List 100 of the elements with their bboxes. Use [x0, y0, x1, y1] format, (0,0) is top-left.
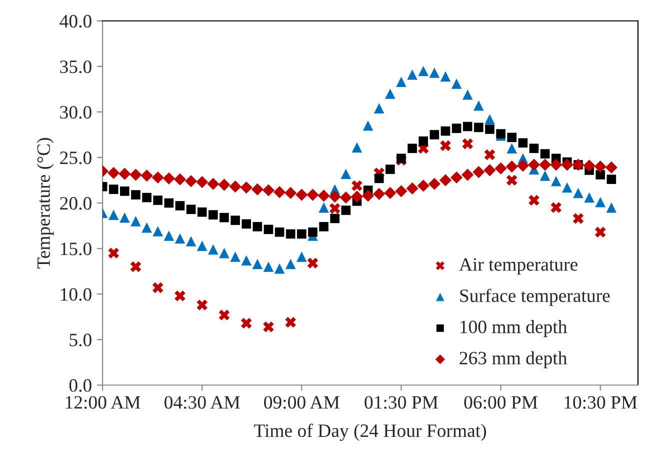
point: [108, 166, 120, 180]
point: [484, 149, 496, 160]
point: [516, 160, 529, 172]
point: [263, 321, 274, 332]
point: [329, 203, 340, 214]
legend-label: Air temperature: [459, 258, 578, 275]
y-axis-title: Temperature (°C): [36, 138, 54, 268]
point: [474, 122, 484, 132]
legend-label: 100 mm depth: [460, 320, 567, 338]
point: [362, 190, 374, 202]
point: [374, 103, 384, 114]
point: [140, 170, 153, 182]
point: [408, 144, 417, 154]
point: [284, 186, 297, 200]
point: [252, 258, 263, 270]
point: [506, 160, 518, 173]
point: [330, 214, 340, 224]
point: [130, 216, 141, 226]
point: [318, 202, 329, 213]
point: [428, 178, 440, 190]
point: [440, 71, 451, 82]
point: [584, 192, 594, 203]
point: [251, 183, 264, 196]
point: [108, 184, 118, 194]
point: [485, 124, 494, 134]
point: [328, 190, 341, 203]
point: [396, 154, 406, 164]
point: [318, 190, 330, 202]
point: [462, 122, 472, 132]
point: [285, 258, 296, 270]
point: [528, 158, 540, 171]
point: [384, 186, 396, 200]
point: [108, 248, 119, 258]
point: [373, 188, 386, 200]
point: [341, 206, 351, 215]
point: [430, 130, 440, 140]
point: [240, 181, 252, 194]
point: [285, 316, 296, 328]
point: [572, 213, 584, 224]
point: [174, 233, 186, 244]
point: [529, 144, 539, 154]
point: [296, 188, 308, 201]
point: [219, 248, 230, 258]
point: [152, 282, 164, 294]
point: [175, 201, 185, 210]
point: [440, 140, 451, 152]
point: [462, 168, 474, 181]
point: [395, 185, 408, 198]
legend-label: 263 mm depth: [460, 351, 567, 368]
point: [462, 89, 473, 100]
point: [120, 212, 130, 223]
point: [352, 180, 362, 192]
point: [561, 158, 574, 171]
point: [417, 180, 430, 192]
point: [152, 171, 164, 184]
point: [562, 182, 572, 193]
point: [197, 207, 207, 217]
point: [596, 170, 606, 180]
point: [407, 69, 418, 80]
point: [162, 172, 175, 184]
point: [274, 227, 284, 237]
point: [174, 290, 186, 302]
point: [164, 198, 174, 208]
point: [230, 252, 240, 262]
point: [550, 158, 562, 171]
point: [340, 191, 352, 204]
point: [174, 173, 186, 186]
point: [184, 175, 198, 188]
point: [196, 240, 208, 251]
x-tick-label: 06:00 PM: [464, 396, 538, 409]
point: [241, 255, 252, 266]
point: [153, 196, 163, 205]
point: [583, 160, 596, 172]
x-tick-label: 04:30 AM: [164, 396, 240, 409]
point: [496, 129, 506, 138]
point: [142, 192, 152, 202]
point: [595, 196, 606, 208]
point: [340, 168, 352, 180]
point: [418, 136, 428, 146]
point: [242, 219, 252, 229]
point: [286, 229, 296, 239]
point: [594, 226, 606, 238]
x-tick-label: 01:30 PM: [364, 396, 438, 409]
point: [418, 66, 429, 76]
point: [220, 212, 229, 222]
x-tick-label: 09:00 AM: [264, 396, 340, 409]
y-tick-label: 10.0: [60, 288, 92, 301]
point: [186, 236, 196, 246]
y-tick-label: 5.0: [70, 334, 92, 346]
point: [506, 174, 518, 186]
point: [506, 143, 518, 154]
point: [262, 184, 275, 196]
point: [108, 210, 119, 220]
point: [142, 222, 152, 233]
point: [352, 142, 362, 153]
point: [230, 216, 240, 225]
point: [218, 310, 230, 320]
point: [429, 68, 440, 78]
point: [440, 126, 450, 136]
point: [396, 76, 406, 88]
